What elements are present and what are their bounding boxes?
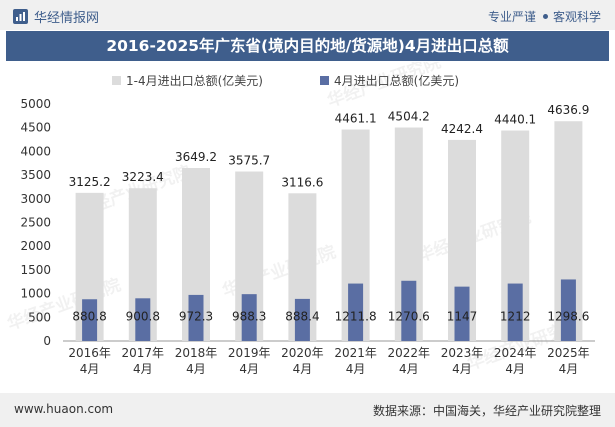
tagline: 专业严谨 客观科学 bbox=[488, 8, 601, 25]
data-label-april-2: 972.3 bbox=[179, 309, 213, 323]
x-tick-label-0: 2016年 4月 bbox=[68, 346, 111, 376]
y-tick-label-10: 5000 bbox=[20, 97, 51, 111]
bar-april-8 bbox=[507, 283, 523, 341]
x-tick-label-6: 2022年 4月 bbox=[388, 346, 431, 376]
data-label-ytd-9: 4636.9 bbox=[547, 103, 589, 117]
footer-source: 数据来源：中国海关，华经产业研究院整理 bbox=[372, 404, 601, 418]
watermark-5: 华经产业研究院 bbox=[5, 274, 124, 334]
top-bar: 华经情报网 专业严谨 客观科学 bbox=[0, 0, 615, 30]
brand-name: 华经情报网 bbox=[34, 11, 100, 26]
data-label-ytd-2: 3649.2 bbox=[175, 150, 217, 164]
brand[interactable]: 华经情报网 bbox=[13, 7, 99, 26]
bullet-dot-icon bbox=[542, 14, 548, 19]
y-tick-label-0: 0 bbox=[43, 334, 51, 348]
data-label-ytd-4: 3116.6 bbox=[281, 175, 323, 189]
brand-logo-icon bbox=[13, 9, 28, 24]
legend-swatch-0 bbox=[112, 76, 121, 85]
x-tick-label-5: 2021年 4月 bbox=[334, 346, 377, 376]
y-tick-label-9: 4500 bbox=[20, 121, 51, 135]
legend-label-1: 4月进出口总额(亿美元) bbox=[334, 73, 459, 88]
data-label-april-7: 1147 bbox=[447, 309, 478, 323]
data-label-april-9: 1298.6 bbox=[547, 309, 589, 323]
data-label-april-8: 1212 bbox=[500, 309, 531, 323]
data-label-ytd-3: 3575.7 bbox=[228, 154, 270, 168]
footer-site-link[interactable]: www.huaon.com bbox=[14, 402, 114, 416]
y-tick-label-6: 3000 bbox=[20, 192, 51, 206]
data-label-april-5: 1211.8 bbox=[335, 309, 377, 323]
data-label-april-4: 888.4 bbox=[285, 309, 319, 323]
bar-april-9 bbox=[560, 279, 576, 341]
data-label-april-0: 880.8 bbox=[72, 309, 106, 323]
data-label-april-3: 988.3 bbox=[232, 309, 266, 323]
x-tick-label-9: 2025年 4月 bbox=[547, 346, 590, 376]
y-tick-label-3: 1500 bbox=[20, 263, 51, 277]
tagline-a: 专业严谨 bbox=[487, 10, 536, 24]
bar-april-0 bbox=[82, 299, 98, 341]
x-tick-label-8: 2024年 4月 bbox=[494, 346, 537, 376]
data-label-ytd-1: 3223.4 bbox=[122, 170, 164, 184]
bar-april-4 bbox=[294, 298, 310, 341]
data-label-ytd-0: 3125.2 bbox=[69, 175, 111, 189]
bar-april-7 bbox=[454, 286, 470, 341]
bar-april-5 bbox=[348, 283, 364, 341]
chart: 华经产业研究院华经产业研究院华经产业研究院华经产业研究院华经产业研究院华经产业研… bbox=[5, 62, 595, 376]
bar-april-3 bbox=[241, 294, 257, 341]
legend-label-0: 1-4月进出口总额(亿美元) bbox=[126, 73, 263, 88]
y-tick-label-5: 2500 bbox=[20, 216, 51, 230]
data-label-ytd-8: 4440.1 bbox=[494, 113, 536, 127]
bar-april-1 bbox=[135, 298, 151, 341]
legend-swatch-1 bbox=[320, 76, 329, 85]
y-tick-label-4: 2000 bbox=[20, 239, 51, 253]
data-label-ytd-5: 4461.1 bbox=[335, 112, 377, 126]
footer: www.huaon.com 数据来源：中国海关，华经产业研究院整理 bbox=[0, 393, 615, 427]
y-tick-label-8: 4000 bbox=[20, 144, 51, 158]
tagline-b: 客观科学 bbox=[552, 10, 601, 24]
y-tick-label-2: 1000 bbox=[20, 287, 51, 301]
data-label-ytd-7: 4242.4 bbox=[441, 122, 483, 136]
y-tick-label-1: 500 bbox=[28, 310, 51, 324]
data-label-april-1: 900.8 bbox=[126, 309, 160, 323]
x-tick-label-1: 2017年 4月 bbox=[122, 346, 165, 376]
bar-april-6 bbox=[401, 280, 417, 341]
chart-title: 2016-2025年广东省(境内目的地/货源地)4月进出口总额 bbox=[6, 31, 609, 61]
x-tick-label-3: 2019年 4月 bbox=[228, 346, 271, 376]
data-label-ytd-6: 4504.2 bbox=[388, 110, 430, 124]
x-tick-label-4: 2020年 4月 bbox=[281, 346, 324, 376]
x-tick-label-2: 2018年 4月 bbox=[175, 346, 218, 376]
x-tick-label-7: 2023年 4月 bbox=[441, 346, 484, 376]
bar-april-2 bbox=[188, 294, 204, 341]
y-tick-label-7: 3500 bbox=[20, 168, 51, 182]
data-label-april-6: 1270.6 bbox=[388, 309, 430, 323]
